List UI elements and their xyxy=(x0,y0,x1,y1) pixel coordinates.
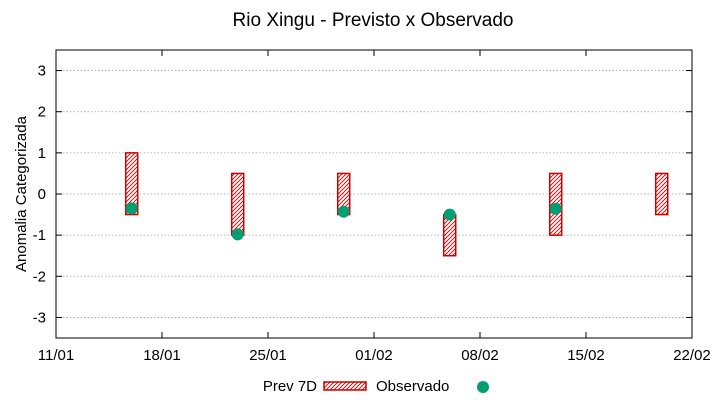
observed-point xyxy=(125,202,138,215)
x-tick-label: 18/01 xyxy=(143,347,181,364)
y-tick-label: 0 xyxy=(38,186,46,203)
chart-title: Rio Xingu - Previsto x Observado xyxy=(233,10,514,31)
y-axis-ticks: 3 2 1 0 -1 -2 -3 xyxy=(33,63,692,326)
legend-label-prev-7d: Prev 7D xyxy=(263,378,317,395)
x-axis-ticks: 11/01 18/01 25/01 01/02 08/02 15/02 22/02 xyxy=(38,50,711,364)
legend-label-observado: Observado xyxy=(376,378,449,395)
observed-point xyxy=(549,202,562,215)
x-tick-label: 25/01 xyxy=(249,347,287,364)
y-tick-label: 2 xyxy=(38,104,46,121)
forecast-bar xyxy=(124,152,139,216)
observed-point xyxy=(231,228,244,241)
grid-lines xyxy=(56,70,692,318)
forecast-bars xyxy=(124,152,669,257)
observed-point xyxy=(337,205,350,218)
legend-swatch-observado xyxy=(477,381,489,393)
y-tick-label: -1 xyxy=(33,227,46,244)
observed-point xyxy=(443,208,456,221)
x-tick-label: 01/02 xyxy=(355,347,393,364)
x-tick-label: 08/02 xyxy=(461,347,499,364)
y-tick-label: -3 xyxy=(33,309,46,326)
forecast-bar xyxy=(442,213,457,257)
y-tick-label: 3 xyxy=(38,63,46,80)
x-tick-label: 22/02 xyxy=(673,347,711,364)
x-tick-label: 11/01 xyxy=(38,347,74,364)
y-tick-label: 1 xyxy=(38,145,46,162)
observed-points xyxy=(125,202,562,241)
legend-swatch-prev-7d xyxy=(323,381,367,391)
y-axis-label: Anomalia Categorizada xyxy=(13,115,30,272)
forecast-bar xyxy=(654,172,669,216)
x-tick-label: 15/02 xyxy=(567,347,605,364)
legend: Prev 7D Observado xyxy=(263,378,489,395)
y-tick-label: -2 xyxy=(33,268,46,285)
forecast-bar xyxy=(230,172,245,236)
